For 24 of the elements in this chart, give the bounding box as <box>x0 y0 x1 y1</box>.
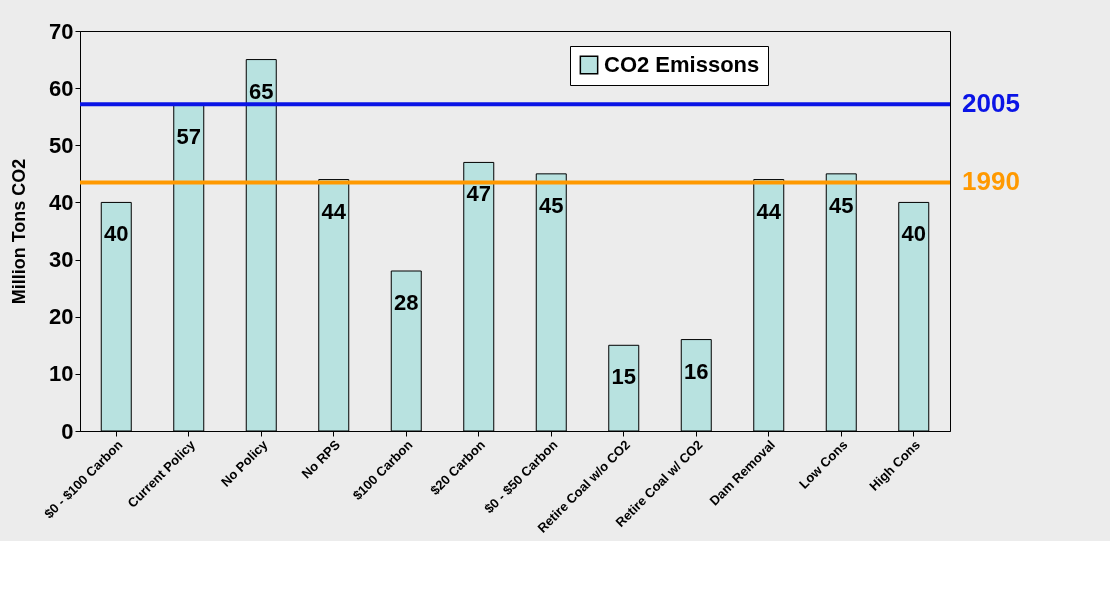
data-label: 57 <box>176 124 201 150</box>
legend-label: CO2 Emissons <box>604 52 760 77</box>
y-tick-label: 50 <box>49 132 74 158</box>
y-tick-label: 10 <box>49 361 74 387</box>
y-tick-label: 0 <box>61 418 74 444</box>
y-tick-label: 70 <box>49 18 74 44</box>
y-tick-label: 30 <box>49 247 74 273</box>
y-axis-title: Million Tons CO2 <box>9 158 30 305</box>
y-tick-label: 20 <box>49 304 74 330</box>
y-tick-label: 60 <box>49 75 74 101</box>
data-label: 40 <box>901 221 926 247</box>
data-label: 45 <box>829 192 854 218</box>
data-label: 16 <box>684 358 709 384</box>
data-label: 44 <box>321 198 347 224</box>
data-label: 65 <box>249 78 274 104</box>
data-label: 15 <box>611 364 636 390</box>
data-label: 44 <box>756 198 782 224</box>
text: 2005 <box>962 88 1020 119</box>
text: 1990 <box>962 166 1020 197</box>
data-label: 40 <box>104 221 129 247</box>
data-label: 47 <box>466 181 491 207</box>
data-label: 28 <box>394 290 419 315</box>
data-label: 45 <box>539 192 564 218</box>
y-tick-label: 40 <box>49 189 74 215</box>
